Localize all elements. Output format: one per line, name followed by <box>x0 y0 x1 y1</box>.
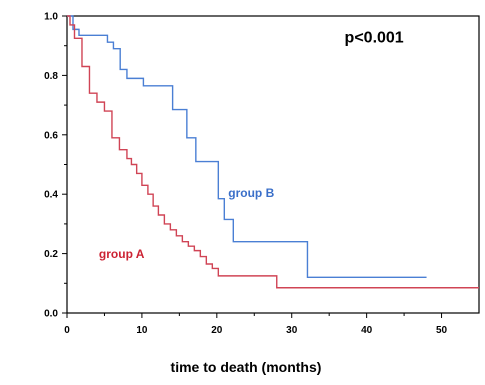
y-tick-label: 0.4 <box>44 190 58 201</box>
y-tick-label: 0.8 <box>44 71 58 82</box>
x-tick-label: 50 <box>436 325 448 336</box>
y-tick-label: 0.2 <box>44 249 58 260</box>
axis-ticks: 0.0 0.2 0.4 0.6 0.8 1.0 0 10 20 30 40 50 <box>44 12 447 337</box>
x-tick-label: 40 <box>361 325 373 336</box>
y-tick-label: 0.0 <box>44 309 58 320</box>
series-layer <box>67 15 479 289</box>
label-layer: p<0.001 group B group A <box>99 30 404 261</box>
plot-frame <box>66 15 480 314</box>
x-tick-label: 30 <box>286 325 298 336</box>
plot-area <box>66 15 480 314</box>
series-label-group-a: group A <box>99 247 145 261</box>
x-tick-label: 0 <box>64 325 70 336</box>
p-value-annotation: p<0.001 <box>345 30 404 47</box>
x-tick-label: 10 <box>136 325 148 336</box>
series-label-group-b: group B <box>228 186 274 200</box>
x-axis-title: time to death (months) <box>171 359 322 375</box>
y-tick-label: 1.0 <box>44 12 58 23</box>
series-line-group-b <box>67 15 427 279</box>
series-line-group-a <box>67 15 479 289</box>
y-tick-label: 0.6 <box>44 130 58 141</box>
x-tick-label: 20 <box>211 325 223 336</box>
